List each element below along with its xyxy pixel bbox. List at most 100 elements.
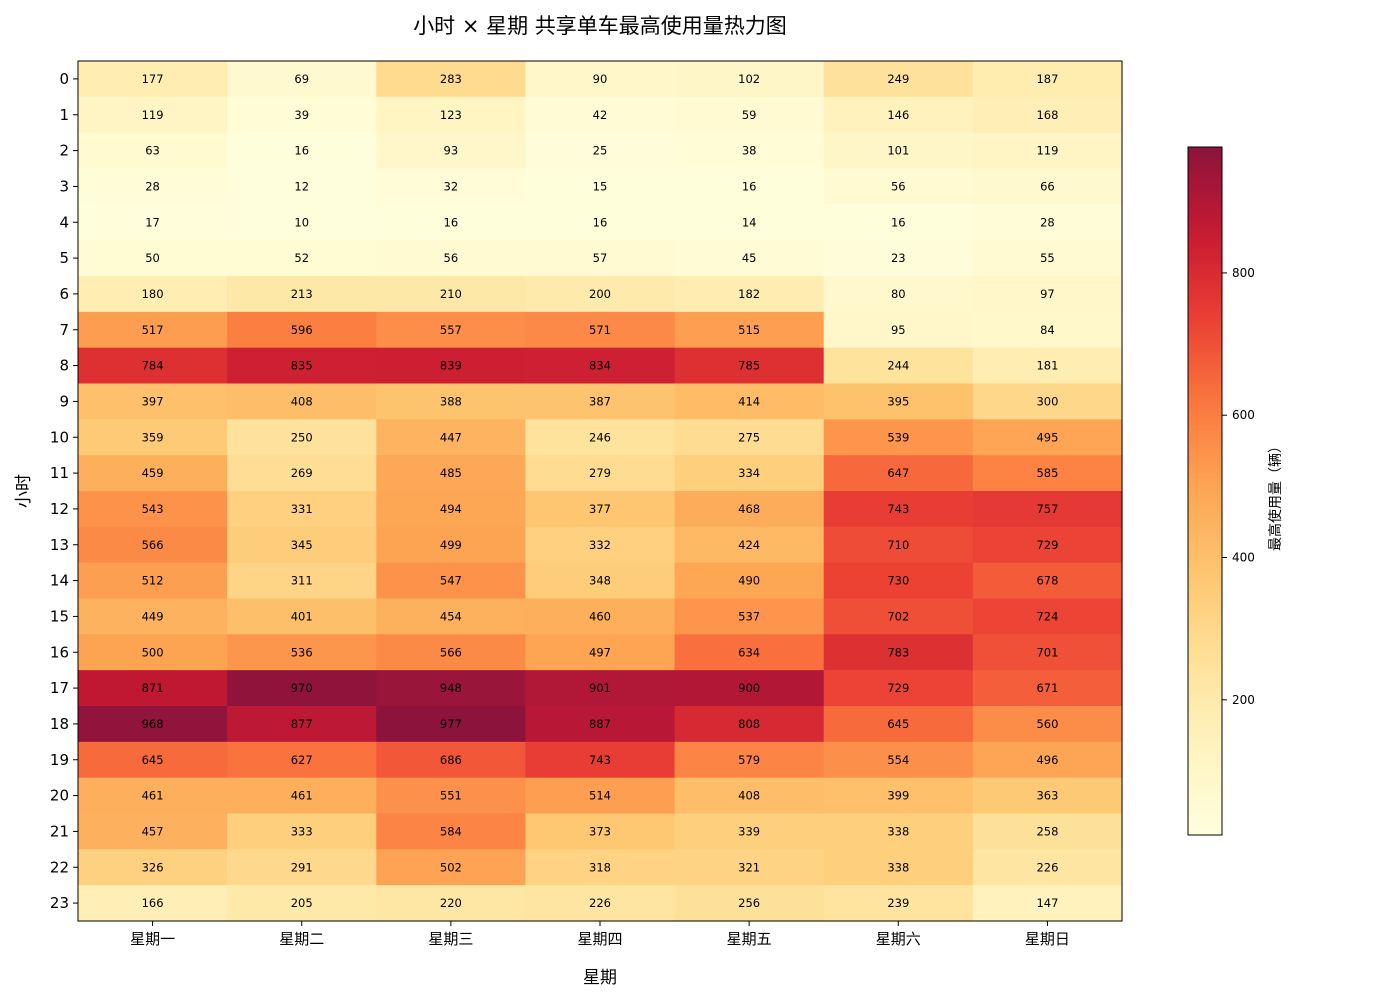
cell-value-label: 785 — [738, 359, 760, 373]
heatmap-cell — [525, 61, 676, 98]
cell-value-label: 56 — [891, 179, 906, 193]
heatmap-cell — [78, 598, 228, 635]
cell-value-label: 101 — [887, 144, 909, 158]
heatmap-cell — [674, 347, 825, 385]
heatmap-cell — [823, 562, 974, 600]
cell-value-label: 187 — [1036, 72, 1058, 86]
heatmap-cell — [227, 634, 377, 671]
y-tick-label: 6 — [59, 285, 69, 303]
y-tick-label: 18 — [50, 715, 69, 733]
cell-value-label: 459 — [142, 466, 164, 480]
heatmap-cell — [227, 777, 377, 815]
heatmap-cell — [972, 670, 1123, 707]
cell-value-label: 834 — [589, 359, 611, 373]
cell-value-label: 499 — [440, 538, 462, 552]
heatmap-cell — [78, 168, 228, 205]
cell-value-label: 42 — [593, 108, 608, 122]
cell-value-label: 547 — [440, 574, 462, 588]
cell-value-label: 377 — [589, 502, 611, 516]
cell-value-label: 645 — [142, 753, 164, 767]
cell-value-label: 729 — [1036, 538, 1058, 552]
heatmap-cell — [674, 96, 825, 134]
cell-value-label: 210 — [440, 287, 462, 301]
heatmap-cell — [78, 670, 228, 707]
heatmap-cell — [972, 132, 1123, 170]
cell-value-label: 66 — [1040, 179, 1055, 193]
y-tick-label: 19 — [50, 751, 69, 769]
cell-value-label: 585 — [1036, 466, 1058, 480]
heatmap-cell — [674, 61, 825, 98]
heatmap-cell — [674, 419, 825, 456]
heatmap-cell — [823, 813, 974, 850]
colorbar-tick-label: 200 — [1232, 693, 1255, 707]
heatmap-cell — [376, 419, 527, 456]
heatmap-cell — [78, 706, 228, 743]
heatmap-cell — [525, 276, 676, 313]
y-tick-label: 16 — [50, 643, 69, 661]
cell-value-label: 784 — [142, 359, 164, 373]
x-tick-label: 星期四 — [577, 930, 622, 948]
heatmap-cell — [823, 168, 974, 205]
cell-value-label: 318 — [589, 860, 611, 874]
cell-value-label: 557 — [440, 323, 462, 337]
heatmap-cell — [376, 240, 527, 277]
heatmap-cell — [78, 419, 228, 456]
cell-value-label: 348 — [589, 574, 611, 588]
heatmap-cell — [972, 61, 1123, 98]
colorbar — [1187, 146, 1223, 836]
heatmap-cell — [78, 347, 228, 385]
cell-value-label: 205 — [291, 896, 313, 910]
y-tick-label: 8 — [59, 357, 69, 375]
heatmap-cell — [823, 276, 974, 313]
heatmap-cell — [78, 849, 228, 886]
x-tick-label: 星期六 — [876, 930, 921, 948]
heatmap-cell — [376, 634, 527, 671]
cell-value-label: 494 — [440, 502, 462, 516]
cell-value-label: 449 — [142, 609, 164, 623]
heatmap-cell — [78, 311, 228, 349]
cell-value-label: 579 — [738, 753, 760, 767]
cell-value-label: 334 — [738, 466, 760, 480]
heatmap-cell — [972, 526, 1123, 564]
cell-value-label: 447 — [440, 430, 462, 444]
heatmap-cell — [227, 132, 377, 170]
cell-value-label: 339 — [738, 824, 760, 838]
y-tick-label: 5 — [59, 249, 69, 267]
colorbar-tick-label: 600 — [1232, 408, 1255, 422]
cell-value-label: 331 — [291, 502, 313, 516]
cell-value-label: 25 — [593, 144, 608, 158]
heatmap-cell — [972, 383, 1123, 420]
heatmap-cell — [674, 777, 825, 815]
cell-value-label: 560 — [1036, 717, 1058, 731]
heatmap-cell — [376, 96, 527, 134]
heatmap-cell — [972, 598, 1123, 635]
cell-value-label: 502 — [440, 860, 462, 874]
cell-value-label: 839 — [440, 359, 462, 373]
heatmap-cell — [525, 849, 676, 886]
cell-value-label: 332 — [589, 538, 611, 552]
cell-value-label: 551 — [440, 789, 462, 803]
y-tick-label: 11 — [50, 464, 69, 482]
heatmap-cell — [972, 885, 1123, 922]
heatmap-cell — [972, 777, 1123, 815]
cell-value-label: 59 — [742, 108, 757, 122]
cell-value-label: 16 — [444, 215, 459, 229]
cell-value-label: 123 — [440, 108, 462, 122]
cell-value-label: 147 — [1036, 896, 1058, 910]
y-axis-label: 小时 — [14, 474, 34, 508]
cell-value-label: 180 — [142, 287, 164, 301]
heatmap-cell — [525, 240, 676, 277]
cell-value-label: 490 — [738, 574, 760, 588]
heatmap-cell — [972, 240, 1123, 277]
cell-value-label: 835 — [291, 359, 313, 373]
heatmap-cell — [78, 61, 228, 98]
cell-value-label: 388 — [440, 394, 462, 408]
cell-value-label: 226 — [1036, 860, 1058, 874]
heatmap-cell — [227, 706, 377, 743]
heatmap-cell — [227, 741, 377, 779]
heatmap-cell — [376, 562, 527, 600]
cell-value-label: 258 — [1036, 824, 1058, 838]
cell-value-label: 14 — [742, 215, 757, 229]
heatmap-cell — [823, 204, 974, 241]
